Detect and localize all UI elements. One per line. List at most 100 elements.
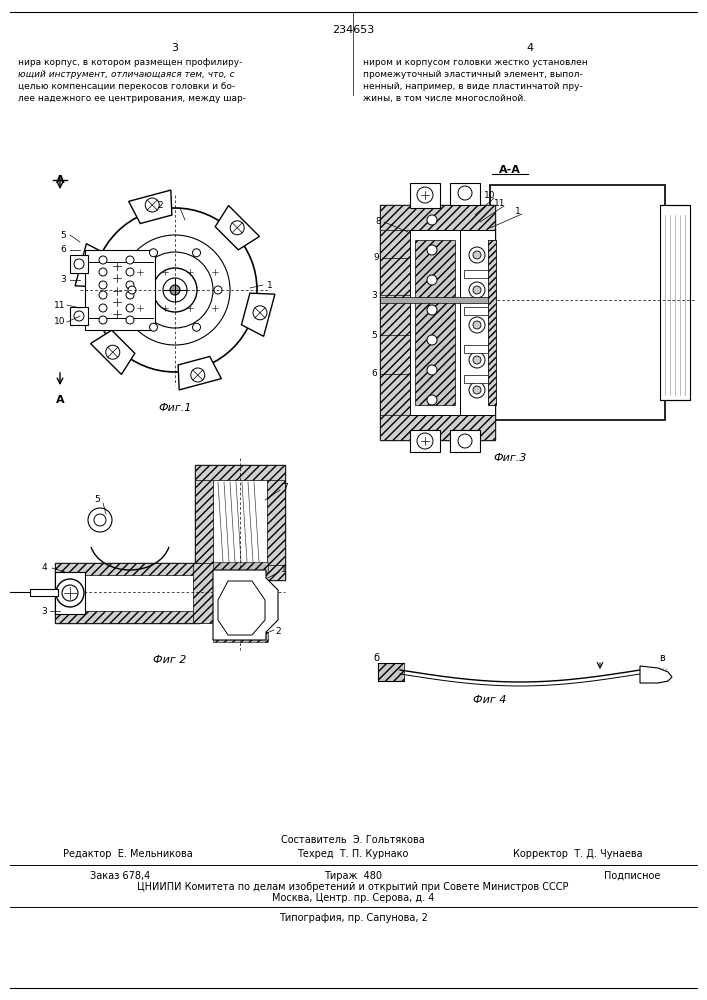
Text: 6: 6 (60, 245, 66, 254)
Circle shape (473, 321, 481, 329)
Text: 6: 6 (371, 369, 377, 378)
Circle shape (93, 208, 257, 372)
Circle shape (191, 368, 205, 382)
Text: промежуточный эластичный элемент, выпол-: промежуточный эластичный элемент, выпол- (363, 70, 583, 79)
Text: 7: 7 (282, 483, 288, 491)
Text: 5: 5 (60, 231, 66, 239)
Circle shape (99, 304, 107, 312)
Bar (488, 240, 496, 405)
Bar (410, 183, 440, 208)
Bar (450, 430, 480, 452)
Bar (380, 205, 495, 440)
Circle shape (163, 278, 187, 302)
Bar (464, 270, 488, 278)
Circle shape (214, 286, 222, 294)
Text: Типография, пр. Сапунова, 2: Типография, пр. Сапунова, 2 (279, 913, 428, 923)
Text: 1: 1 (281, 566, 287, 574)
Text: Заказ 678,4: Заказ 678,4 (90, 871, 151, 881)
Circle shape (126, 256, 134, 264)
Text: 10: 10 (54, 318, 66, 326)
Circle shape (126, 304, 134, 312)
Bar (460, 230, 495, 415)
Bar (70, 255, 88, 273)
Text: 4: 4 (527, 43, 534, 53)
Circle shape (427, 335, 437, 345)
Text: Корректор  Т. Д. Чунаева: Корректор Т. Д. Чунаева (513, 849, 643, 859)
Bar (193, 563, 218, 623)
Text: Фиг.1: Фиг.1 (158, 403, 192, 413)
Text: A: A (56, 175, 64, 185)
Text: 1: 1 (515, 208, 521, 217)
Circle shape (458, 186, 472, 200)
Bar (464, 307, 488, 315)
Text: 4: 4 (41, 564, 47, 572)
Bar (490, 185, 665, 420)
Circle shape (126, 268, 134, 276)
Polygon shape (640, 666, 672, 683)
Bar (464, 345, 488, 353)
Bar (55, 563, 200, 575)
Polygon shape (215, 206, 259, 250)
Circle shape (99, 268, 107, 276)
Bar (380, 205, 410, 440)
Circle shape (469, 382, 485, 398)
Text: Фиг 2: Фиг 2 (153, 655, 187, 665)
Text: целью компенсации перекосов головки и бо-: целью компенсации перекосов головки и бо… (18, 82, 235, 91)
Bar (55, 611, 200, 623)
Circle shape (99, 281, 107, 289)
Bar (660, 205, 690, 400)
Text: 8: 8 (375, 218, 381, 227)
Circle shape (473, 251, 481, 259)
Polygon shape (218, 581, 265, 635)
Bar (380, 297, 495, 303)
Text: б: б (373, 653, 379, 663)
Text: в: в (659, 653, 665, 663)
Circle shape (253, 306, 267, 320)
Text: ненный, например, в виде пластинчатой пру-: ненный, например, в виде пластинчатой пр… (363, 82, 583, 91)
Polygon shape (129, 190, 172, 224)
Bar (30, 589, 58, 596)
Circle shape (427, 245, 437, 255)
Bar (378, 663, 404, 681)
Bar (267, 465, 285, 580)
Circle shape (469, 247, 485, 263)
Circle shape (469, 317, 485, 333)
Text: Техред  Т. П. Курнако: Техред Т. П. Курнако (298, 849, 409, 859)
Circle shape (99, 256, 107, 264)
Polygon shape (242, 293, 275, 336)
Text: Тираж  480: Тираж 480 (324, 871, 382, 881)
Bar (213, 562, 268, 572)
Text: 1: 1 (267, 280, 273, 290)
Bar (55, 572, 85, 614)
Text: Фиг 4: Фиг 4 (473, 695, 507, 705)
Circle shape (230, 221, 244, 235)
Circle shape (128, 286, 136, 294)
Circle shape (99, 291, 107, 299)
Text: Составитель  Э. Гольтякова: Составитель Э. Гольтякова (281, 835, 425, 845)
Text: жины, в том числе многослойной.: жины, в том числе многослойной. (363, 94, 526, 103)
Circle shape (137, 252, 213, 328)
Bar (195, 565, 285, 580)
Polygon shape (75, 244, 109, 287)
Bar (464, 375, 488, 383)
Bar (450, 183, 480, 205)
Circle shape (106, 345, 119, 359)
Circle shape (126, 291, 134, 299)
Circle shape (126, 281, 134, 289)
Bar (488, 240, 496, 405)
Circle shape (94, 514, 106, 526)
Circle shape (192, 323, 201, 331)
Bar (380, 205, 495, 230)
Bar (380, 415, 495, 440)
Circle shape (417, 187, 433, 203)
Circle shape (469, 352, 485, 368)
Circle shape (427, 395, 437, 405)
Text: 3: 3 (60, 275, 66, 284)
Text: 2: 2 (157, 200, 163, 210)
Circle shape (192, 249, 201, 257)
Bar (195, 465, 285, 480)
Circle shape (153, 268, 197, 312)
Text: Фиг.3: Фиг.3 (493, 453, 527, 463)
Bar (195, 465, 285, 580)
Circle shape (427, 275, 437, 285)
